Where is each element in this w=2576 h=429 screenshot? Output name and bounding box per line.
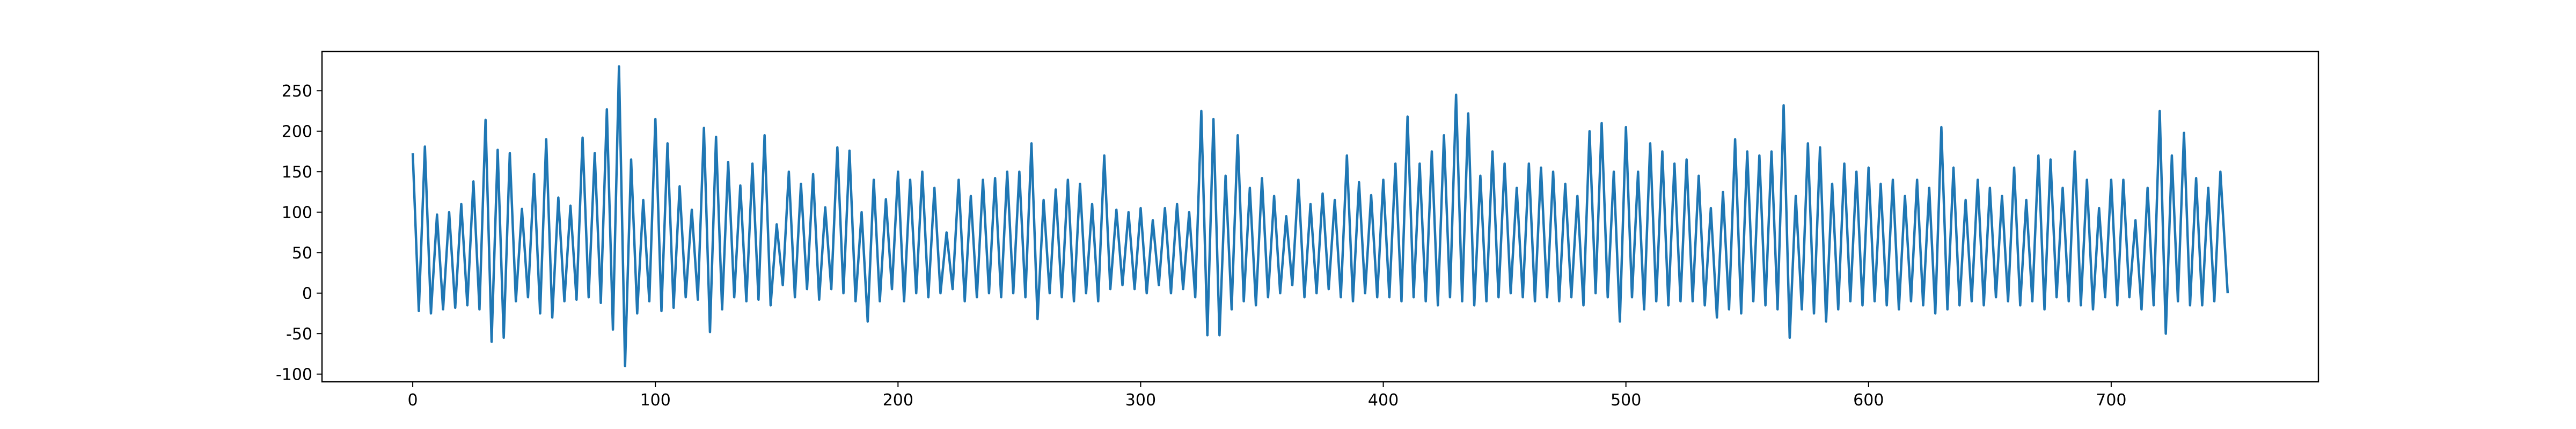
data-line (411, 65, 2229, 367)
y-tick-label: 50 (292, 244, 312, 263)
y-tick-label: 0 (302, 285, 312, 304)
x-tick-label: 200 (883, 391, 913, 410)
y-tick-label: 250 (282, 82, 312, 101)
x-tick-label: 0 (408, 391, 418, 410)
x-tick-label: 500 (1611, 391, 1641, 410)
y-tick-label: -50 (286, 325, 312, 344)
x-tick-label: 600 (1853, 391, 1884, 410)
y-tick-label: 100 (282, 204, 312, 223)
plot-frame (321, 50, 2319, 383)
x-tick-label: 700 (2096, 391, 2126, 410)
y-tick-label: 150 (282, 163, 312, 182)
x-tick-label: 400 (1368, 391, 1399, 410)
x-tick-label: 300 (1125, 391, 1156, 410)
y-tick-label: 200 (282, 123, 312, 142)
x-tick-label: 100 (640, 391, 671, 410)
y-tick-label: -100 (276, 366, 312, 384)
